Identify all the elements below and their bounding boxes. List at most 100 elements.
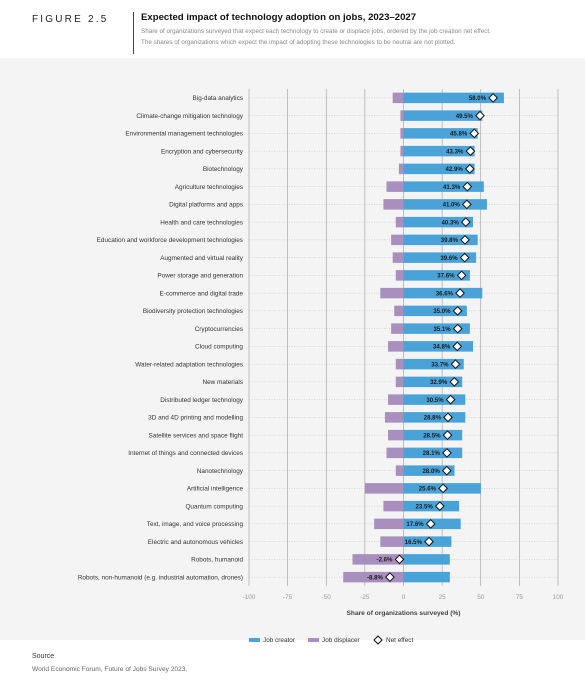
creator-bar: [403, 447, 463, 459]
chart-subtitle: Share of organizations surveyed that exp…: [141, 27, 581, 48]
chart-title: Expected impact of technology adoption o…: [141, 12, 417, 23]
net-effect-label: 17.6%: [406, 521, 424, 528]
creator-bar: [403, 163, 475, 175]
category-label: Electric and autonomous vehicles: [148, 539, 243, 546]
creator-bar: [403, 323, 470, 334]
net-effect-label: 42.9%: [445, 166, 463, 173]
category-label: Nanotechnology: [197, 468, 244, 475]
subtitle-line-1: Share of organizations surveyed that exp…: [141, 28, 491, 35]
net-effect-label: 33.7%: [431, 361, 449, 368]
creator-bar: [403, 234, 478, 246]
x-tick-label: -25: [360, 594, 370, 601]
net-effect-label: 16.5%: [405, 539, 423, 546]
creator-bar: [403, 394, 466, 405]
title-divider: [133, 12, 134, 54]
creator-bar: [403, 199, 487, 210]
category-label: Artificial intelligence: [187, 486, 244, 493]
net-effect-marker: [452, 341, 463, 352]
net-effect-label: 28.0%: [422, 468, 440, 475]
creator-bar: [403, 554, 450, 565]
category-label: Quantum computing: [185, 503, 243, 510]
category-label: Cryptocurrencies: [195, 326, 243, 333]
net-effect-marker: [445, 394, 456, 405]
creator-bar: [403, 465, 455, 476]
net-effect-label: 35.0%: [433, 308, 451, 315]
displacer-bar: [384, 412, 404, 423]
legend-label-net: Net effect: [386, 637, 413, 644]
displacer-bar: [383, 500, 404, 512]
creator-bar: [403, 110, 483, 121]
creator-bar: [403, 412, 466, 423]
x-tick-label: 50: [477, 594, 485, 601]
displacer-bar: [386, 447, 404, 459]
net-effect-marker: [464, 163, 475, 174]
creator-bar: [403, 128, 478, 139]
category-label: Encryption and cybersecurity: [161, 148, 244, 155]
category-label: 3D and 4D printing and modelling: [148, 415, 243, 422]
creator-bar: [403, 341, 474, 352]
category-label: E-commerce and digital trade: [160, 290, 244, 297]
net-effect-marker: [443, 412, 453, 423]
net-effect-label: 30.5%: [426, 397, 444, 404]
creator-bar: [403, 571, 450, 583]
displacer-bar: [400, 110, 404, 121]
legend-swatch-creator: [249, 638, 260, 642]
creator-bar: [403, 216, 474, 228]
net-effect-label: 43.3%: [446, 148, 464, 155]
subtitle-line-2: The shares of organizations which expect…: [141, 38, 456, 46]
category-label: New materials: [203, 379, 244, 386]
category-label: Distributed ledger technology: [160, 397, 244, 404]
x-tick-label: -100: [243, 594, 256, 601]
legend-swatch-displacer: [308, 638, 319, 642]
category-label: Satellite services and space flight: [149, 432, 244, 439]
net-effect-label: 23.5%: [416, 503, 434, 510]
creator-bar: [403, 358, 464, 370]
source-text: World Economic Forum, Future of Jobs Sur…: [32, 666, 188, 673]
creator-bar: [403, 287, 483, 299]
displacer-bar: [395, 465, 404, 476]
net-effect-marker: [425, 518, 436, 529]
category-label: Robots, non-humanoid (e.g. industrial au…: [78, 574, 243, 581]
x-tick-label: 25: [439, 594, 447, 601]
net-effect-label: 32.9%: [430, 379, 448, 386]
net-effect-label: 41.0%: [443, 202, 461, 209]
displacer-bar: [388, 394, 404, 405]
net-effect-label: 25.6%: [419, 486, 437, 493]
displacer-bar: [391, 234, 404, 246]
category-label: Environmental management technologies: [125, 131, 243, 138]
displacer-bar: [398, 163, 404, 175]
net-effect-marker: [442, 447, 452, 458]
x-tick-label: 0: [402, 594, 406, 601]
category-label: Education and workforce development tech…: [97, 237, 243, 244]
creator-bar: [403, 181, 484, 192]
category-label: Robots, humanoid: [191, 557, 243, 564]
net-effect-marker: [394, 554, 405, 565]
net-effect-marker: [438, 483, 448, 494]
creator-bar: [403, 145, 475, 157]
net-effect-label: -8.8%: [367, 574, 384, 581]
category-label: Text, image, and voice processing: [147, 521, 244, 528]
legend-label-displacer: Job displacer: [322, 637, 361, 644]
category-label: Augmented and virtual reality: [160, 255, 244, 262]
category-label: Agriculture technologies: [175, 184, 243, 191]
net-effect-marker: [384, 572, 395, 583]
category-label: Digital platforms and apps: [169, 202, 243, 209]
net-effect-marker: [452, 323, 463, 334]
creator-bar: [403, 92, 504, 104]
net-effect-marker: [452, 305, 463, 316]
net-effect-marker: [460, 234, 470, 245]
net-effect-marker: [434, 501, 445, 512]
creator-bar: [403, 429, 463, 441]
net-effect-marker: [450, 359, 461, 370]
displacer-bar: [395, 358, 404, 370]
category-label: Biotechnology: [203, 166, 244, 173]
net-effect-label: 58.0%: [469, 95, 487, 102]
category-label: Health and care technologies: [160, 219, 243, 226]
net-effect-marker: [424, 536, 434, 547]
net-effect-marker: [449, 376, 460, 387]
source-heading: Source: [32, 653, 55, 660]
net-effect-label: 35.1%: [433, 326, 451, 333]
net-effect-label: 45.8%: [450, 131, 468, 138]
category-label: Biodiversity protection technologies: [143, 308, 243, 315]
